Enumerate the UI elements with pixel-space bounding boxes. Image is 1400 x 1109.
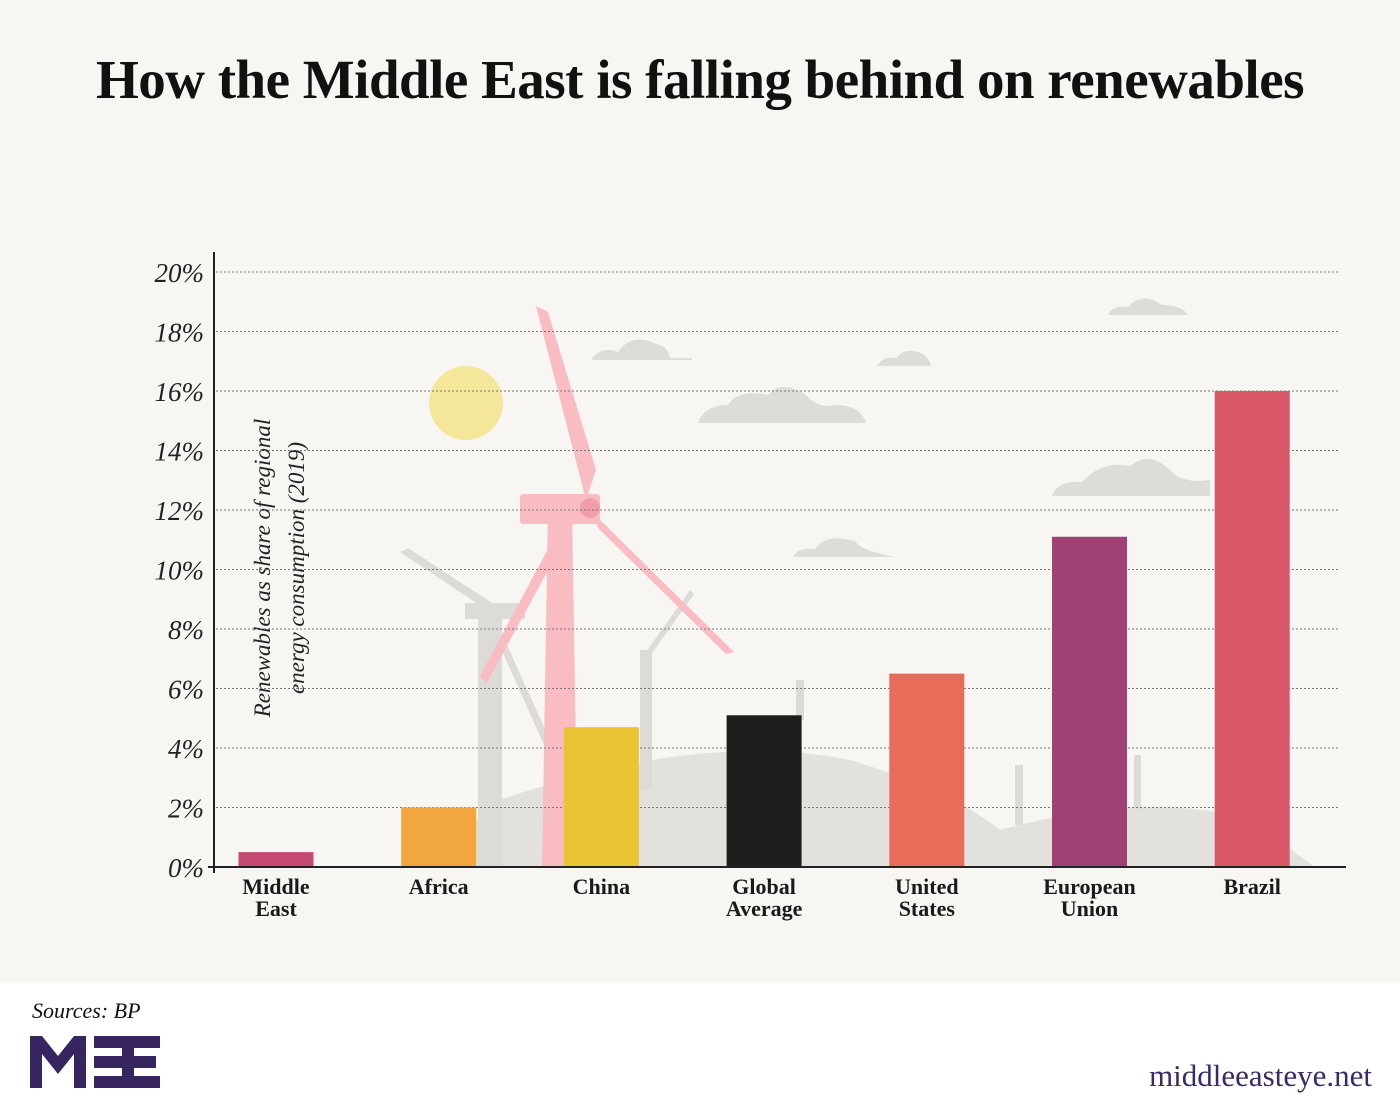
turbine-icon <box>400 548 1141 867</box>
y-tick-label: 6% <box>168 675 204 705</box>
cloud-icon <box>698 387 866 423</box>
background-illustration <box>400 298 1315 867</box>
y-tick-label: 10% <box>155 556 205 586</box>
cloud-icon <box>877 350 931 366</box>
chart-area: How the Middle East is falling behind on… <box>0 0 1400 983</box>
y-tick-label: 4% <box>168 734 204 764</box>
axes <box>208 252 1346 873</box>
x-tick-label: United <box>895 874 959 899</box>
x-tick-label: States <box>899 896 956 921</box>
bar <box>401 807 477 867</box>
sun-icon <box>429 366 503 440</box>
bar <box>1214 391 1290 867</box>
bar <box>1052 536 1127 867</box>
bar <box>238 852 314 867</box>
bars <box>238 391 1290 867</box>
cloud-icon <box>1052 458 1210 496</box>
y-tick-label: 0% <box>168 853 204 883</box>
bar <box>726 715 802 867</box>
bar <box>889 673 965 867</box>
x-tick-label: Brazil <box>1223 874 1280 899</box>
cloud-icon <box>1108 298 1188 315</box>
x-tick-label: Middle <box>242 874 309 899</box>
site-url[interactable]: middleeasteye.net <box>1149 1058 1372 1093</box>
cloud-icon <box>793 538 895 557</box>
y-tick-label: 12% <box>155 496 205 526</box>
x-tick-label: Global <box>732 874 796 899</box>
y-tick-label: 20% <box>155 258 205 288</box>
x-tick-label: European <box>1043 874 1136 899</box>
x-tick-label: Average <box>726 896 803 921</box>
y-tick-label: 18% <box>155 318 205 348</box>
y-tick-label: 16% <box>155 377 205 407</box>
y-tick-label: 8% <box>168 615 204 645</box>
cloud-icon <box>592 339 692 360</box>
x-tick-label: Union <box>1061 896 1118 921</box>
x-tick-label: Africa <box>409 874 469 899</box>
sources-note: Sources: BP <box>32 998 141 1023</box>
bar <box>563 727 639 867</box>
y-tick-label: 14% <box>155 437 205 467</box>
y-tick-label: 2% <box>168 794 204 824</box>
x-tick-label: East <box>255 896 297 921</box>
x-tick-label: China <box>573 874 630 899</box>
mee-logo <box>30 1036 160 1088</box>
y-tick-labels: 0% 2% 4% 6% 8% 10% 12% 14% 16% 18% 20% <box>155 258 205 883</box>
chart-title: How the Middle East is falling behind on… <box>95 49 1305 110</box>
